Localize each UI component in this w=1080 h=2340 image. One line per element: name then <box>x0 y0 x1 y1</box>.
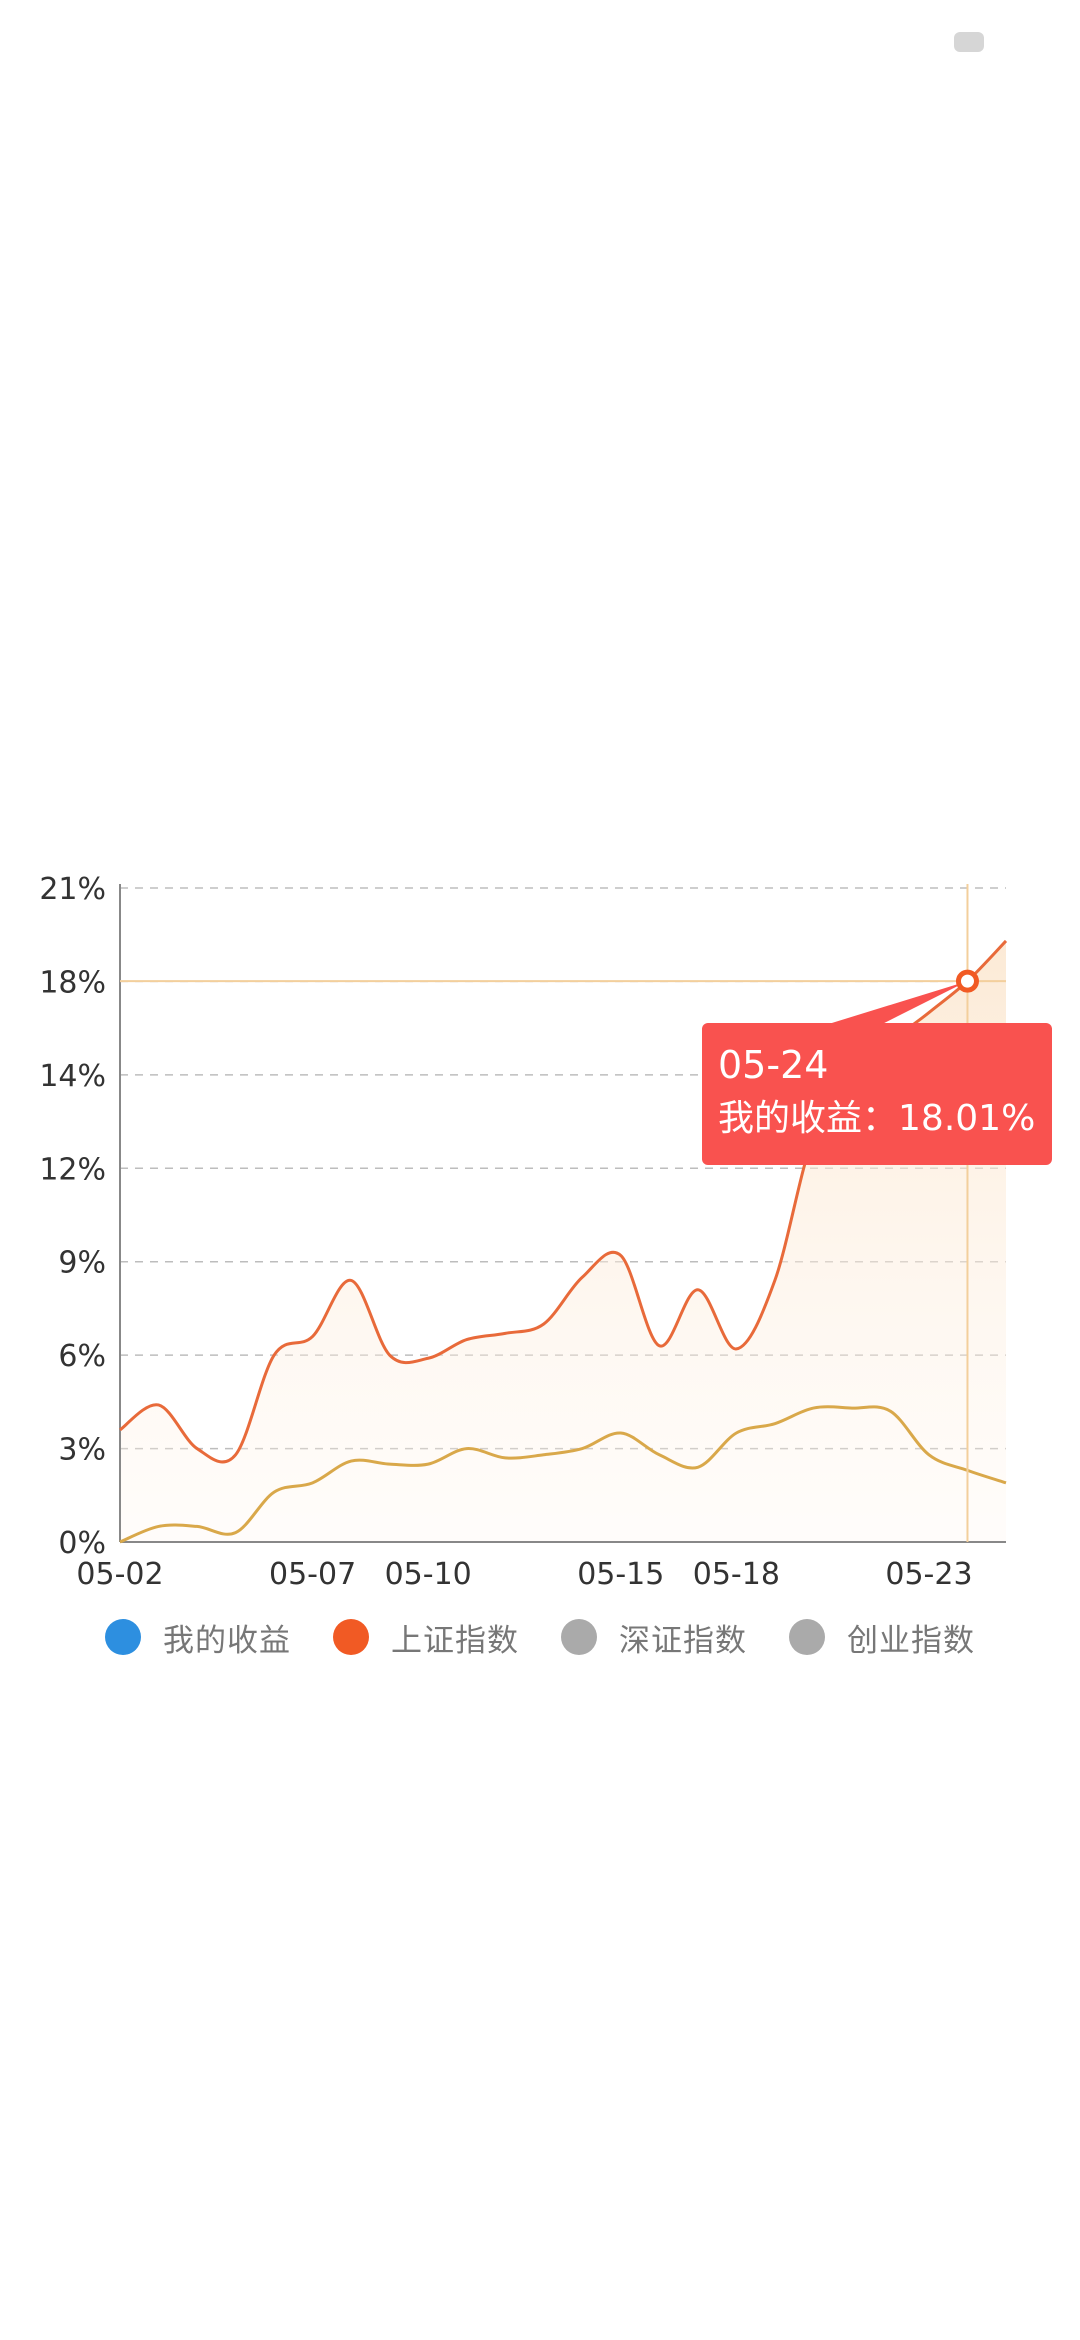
legend-label: 上证指数 <box>391 1622 519 1659</box>
series-line <box>119 1405 1007 1544</box>
x-tick-label: 05-07 <box>269 1557 356 1592</box>
legend-label: 我的收益 <box>163 1622 291 1659</box>
tooltip-date: 05-24 <box>718 1043 829 1088</box>
chart-svg: 0% 3% 6% 9% 12% 14% 18% 21% 05-02 05-07 05-10 05-15… <box>39 872 1008 1592</box>
x-tick-label: 05-02 <box>76 1557 163 1592</box>
axes <box>119 884 1006 1543</box>
tooltip-label: 我的收益： <box>718 1098 899 1140</box>
y-tick-label: 0% <box>58 1526 106 1561</box>
highlight-point <box>955 969 979 993</box>
y-tick-label: 21% <box>39 872 106 907</box>
legend-label: 深证指数 <box>619 1622 747 1659</box>
tick-labels: 0% 3% 6% 9% 12% 14% 18% 21% 05-02 05-07 05-10 05-15… <box>39 872 972 1592</box>
chart-legend: 我的收益 上证指数 深证指数 创业指数 <box>0 1612 1080 1662</box>
legend-dot-icon <box>561 1619 597 1655</box>
y-tick-label: 12% <box>39 1152 106 1187</box>
tooltip-value: 18.01% <box>898 1098 1036 1140</box>
legend-label: 创业指数 <box>847 1622 975 1659</box>
y-tick-label: 6% <box>58 1339 106 1374</box>
y-tick-label: 14% <box>39 1059 106 1094</box>
legend-item-chinext[interactable]: 创业指数 <box>789 1615 975 1660</box>
x-tick-label: 05-23 <box>885 1557 972 1592</box>
status-indicator <box>954 32 984 52</box>
legend-item-my-earnings[interactable]: 我的收益 <box>105 1615 291 1660</box>
chart-tooltip: 05-24 我的收益：18.01% <box>702 1023 1052 1166</box>
legend-dot-icon <box>333 1619 369 1655</box>
tooltip-row: 我的收益：18.01% <box>718 1091 1036 1147</box>
area-layer <box>120 940 1006 1542</box>
y-tick-label: 9% <box>58 1246 106 1281</box>
y-tick-label: 3% <box>58 1433 106 1468</box>
legend-item-shanghai[interactable]: 上证指数 <box>333 1615 519 1660</box>
legend-dot-icon <box>789 1619 825 1655</box>
legend-item-shenzhen[interactable]: 深证指数 <box>561 1615 747 1660</box>
legend-dot-icon <box>105 1619 141 1655</box>
x-tick-label: 05-15 <box>577 1557 664 1592</box>
earnings-chart[interactable]: 0% 3% 6% 9% 12% 14% 18% 21% 05-02 05-07 05-10 05-15… <box>0 860 1080 1680</box>
y-tick-label: 18% <box>39 965 106 1000</box>
x-tick-label: 05-10 <box>385 1557 472 1592</box>
series-area <box>120 940 1006 1542</box>
x-tick-label: 05-18 <box>693 1557 780 1592</box>
